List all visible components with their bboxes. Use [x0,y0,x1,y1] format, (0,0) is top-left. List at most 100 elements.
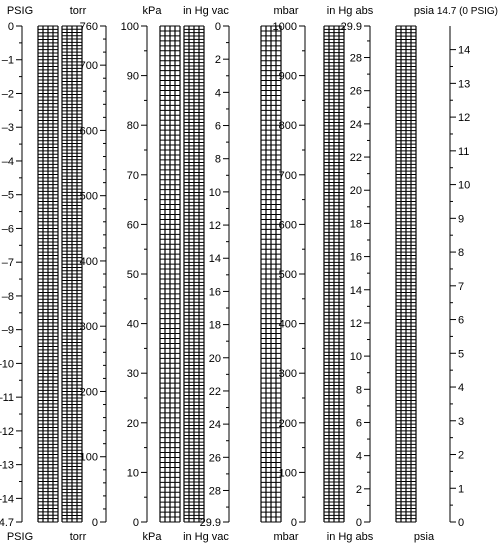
tick-label: 900 [279,71,297,83]
scale-psia: 14131211109876543210psiapsia [396,5,470,543]
tick-label: –14 [0,493,14,505]
tick-label: 8 [356,384,362,396]
tick-label: 12 [458,112,470,124]
tick-label: 4 [356,451,362,463]
scale-title-bottom: in Hg vac [183,531,229,543]
tick-label: 13 [458,78,470,90]
tick-label: 22 [350,152,362,164]
tick-label: 10 [127,467,139,479]
tick-label: 500 [279,269,297,281]
tick-label: 70 [127,170,139,182]
tick-label: 3 [458,416,464,428]
tick-label: 2 [215,54,221,66]
tick-label: 16 [209,286,221,298]
scale-title-top: torr [70,5,87,17]
scale-psig: 0–1–2–3–4–5–6–7–8–9–10–11–12–13–14–14.7P… [0,5,58,543]
tick-label: 22 [209,386,221,398]
tick-label: 20 [350,185,362,197]
tick-label: 10 [209,187,221,199]
tick-label: 300 [279,368,297,380]
tick-label: 300 [80,321,98,333]
tick-label: 700 [279,170,297,182]
scale-title-bottom: kPa [143,531,163,543]
tick-label: 20 [209,353,221,365]
tick-label: 800 [279,120,297,132]
tick-label: –7 [2,257,14,269]
tick-label: –12 [0,426,14,438]
tick-label: –5 [2,190,14,202]
tick-label: 14 [209,253,221,265]
tick-label: 500 [80,191,98,203]
tick-label: 400 [279,319,297,331]
tick-label: 8 [458,247,464,259]
tick-label: 7 [458,281,464,293]
tick-label: –6 [2,223,14,235]
tick-label: 18 [350,218,362,230]
tick-label: 1000 [273,21,297,33]
tick-label: 5 [458,348,464,360]
tick-label: 90 [127,71,139,83]
scale-title-top: in Hg abs [327,5,374,17]
tick-label: 760 [80,21,98,33]
tick-label: 6 [458,315,464,327]
scale-title-top: mbar [273,5,298,17]
tick-label: 600 [279,219,297,231]
tick-label: 4 [215,87,221,99]
scale-title-top: kPa [143,5,163,17]
tick-label: 1 [458,483,464,495]
tick-label: 60 [127,219,139,231]
tick-label: 14 [350,285,362,297]
tick-label: 24 [350,119,362,131]
tick-label: 50 [127,269,139,281]
scale-title-top: in Hg vac [183,5,229,17]
scale-inhgvac: 024681012141618202224262829.9in Hg vacin… [183,5,229,543]
tick-label: 0 [133,517,139,529]
tick-label: –2 [2,88,14,100]
tick-label: 0 [458,517,464,529]
tick-label: 400 [80,256,98,268]
tick-label: 0 [8,21,14,33]
tick-label: 700 [80,60,98,72]
tick-label: –4 [2,156,14,168]
tick-label: 200 [279,418,297,430]
tick-label: –11 [0,392,14,404]
tick-label: –13 [0,460,14,472]
tick-label: 24 [209,419,221,431]
annotation-top-right: 14.7 (0 PSIG) [437,6,498,17]
scale-title-bottom: torr [70,531,87,543]
tick-label: 20 [127,418,139,430]
tick-label: 8 [215,154,221,166]
tick-label: 10 [350,351,362,363]
tick-label: 26 [350,86,362,98]
tick-label: 200 [80,386,98,398]
scale-title-bottom: psia [414,531,435,543]
tick-label: 30 [127,368,139,380]
tick-label: 28 [209,485,221,497]
tick-label: –1 [2,55,14,67]
tick-label: 100 [279,467,297,479]
scale-torr: 7607006005004003002001000torrtorr [62,5,106,543]
pressure-nomograph: 14.7 (0 PSIG)0–1–2–3–4–5–6–7–8–9–10–11–1… [0,0,500,548]
tick-label: 2 [356,484,362,496]
tick-label: 100 [80,452,98,464]
scale-title-bottom: in Hg abs [327,531,374,543]
tick-label: 29.9 [200,517,221,529]
scale-title-top: PSIG [7,5,33,17]
tick-label: 12 [350,318,362,330]
scale-title-bottom: mbar [273,531,298,543]
tick-label: 6 [215,121,221,133]
tick-label: 100 [121,21,139,33]
tick-label: 0 [291,517,297,529]
tick-label: 29.9 [341,21,362,33]
tick-label: 14 [458,45,470,57]
tick-label: 9 [458,213,464,225]
tick-label: –9 [2,325,14,337]
tick-label: –3 [2,122,14,134]
tick-label: 6 [356,417,362,429]
tick-label: 11 [458,146,469,158]
tick-label: 80 [127,120,139,132]
tick-label: –14.7 [0,517,14,529]
scale-title-bottom: PSIG [7,531,33,543]
scale-inhgabs: 29.92826242220181614121086420in Hg absin… [324,5,374,543]
tick-label: 10 [458,180,470,192]
